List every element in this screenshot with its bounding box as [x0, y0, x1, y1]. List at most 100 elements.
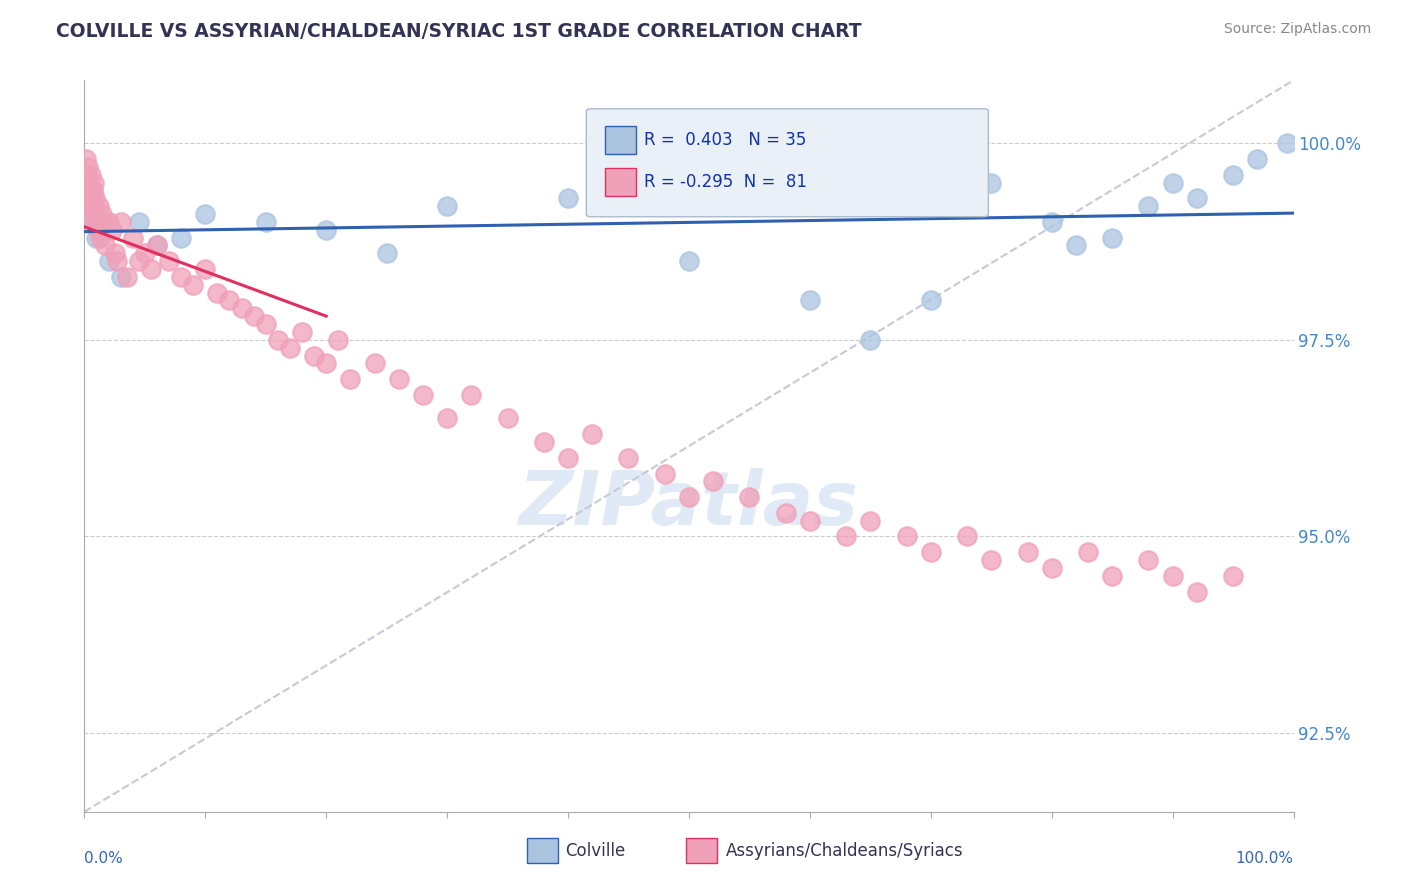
Point — [460, 388, 482, 402]
Point — [557, 191, 579, 205]
Point — [799, 293, 821, 308]
Point — [82, 183, 104, 197]
Point — [315, 223, 337, 237]
Point — [1101, 230, 1123, 244]
Point — [291, 325, 314, 339]
Point — [654, 467, 676, 481]
Point — [496, 411, 519, 425]
Point — [89, 230, 111, 244]
Point — [101, 223, 124, 237]
Point — [1246, 152, 1268, 166]
Point — [80, 207, 103, 221]
Point — [77, 191, 100, 205]
Point — [1161, 568, 1184, 582]
Point — [231, 301, 253, 316]
Text: ZIPatlas: ZIPatlas — [519, 468, 859, 541]
Point — [835, 529, 858, 543]
Point — [678, 254, 700, 268]
Point — [920, 293, 942, 308]
Point — [80, 191, 103, 205]
Point — [1222, 568, 1244, 582]
Point — [146, 238, 169, 252]
Point — [702, 475, 724, 489]
Point — [436, 411, 458, 425]
Point — [194, 262, 217, 277]
Point — [1185, 191, 1208, 205]
Point — [1040, 561, 1063, 575]
Point — [436, 199, 458, 213]
Point — [363, 356, 385, 370]
Point — [1185, 584, 1208, 599]
Point — [799, 514, 821, 528]
Point — [242, 310, 264, 324]
Point — [956, 529, 979, 543]
Point — [97, 215, 120, 229]
Point — [267, 333, 290, 347]
Point — [105, 254, 128, 268]
Text: 0.0%: 0.0% — [84, 851, 124, 865]
Point — [581, 427, 603, 442]
Point — [82, 207, 104, 221]
Point — [84, 191, 107, 205]
Point — [218, 293, 240, 308]
Point — [83, 176, 105, 190]
Point — [533, 435, 555, 450]
Point — [91, 207, 114, 221]
Point — [104, 246, 127, 260]
Point — [920, 545, 942, 559]
Text: R = -0.295  N =  81: R = -0.295 N = 81 — [644, 173, 807, 191]
Point — [86, 215, 108, 229]
Point — [83, 199, 105, 213]
Point — [77, 176, 100, 190]
Text: 100.0%: 100.0% — [1236, 851, 1294, 865]
Point — [1077, 545, 1099, 559]
Point — [75, 176, 97, 190]
Point — [557, 450, 579, 465]
Point — [128, 215, 150, 229]
Point — [79, 183, 101, 197]
Point — [121, 230, 143, 244]
Point — [278, 341, 301, 355]
Point — [79, 199, 101, 213]
Point — [254, 317, 277, 331]
Point — [617, 450, 640, 465]
Text: Colville: Colville — [565, 842, 626, 860]
Point — [79, 191, 101, 205]
Point — [97, 254, 120, 268]
Point — [1277, 136, 1299, 151]
Point — [128, 254, 150, 268]
Point — [80, 168, 103, 182]
Point — [1161, 176, 1184, 190]
Point — [980, 176, 1002, 190]
Point — [110, 269, 132, 284]
Point — [82, 183, 104, 197]
Point — [1137, 553, 1160, 567]
Point — [75, 152, 97, 166]
Point — [1222, 168, 1244, 182]
Point — [77, 199, 100, 213]
Point — [412, 388, 434, 402]
Point — [170, 230, 193, 244]
Point — [115, 269, 138, 284]
Text: COLVILLE VS ASSYRIAN/CHALDEAN/SYRIAC 1ST GRADE CORRELATION CHART: COLVILLE VS ASSYRIAN/CHALDEAN/SYRIAC 1ST… — [56, 22, 862, 41]
Point — [896, 529, 918, 543]
Point — [77, 215, 100, 229]
Point — [315, 356, 337, 370]
Point — [1137, 199, 1160, 213]
Point — [980, 553, 1002, 567]
Point — [1040, 215, 1063, 229]
Point — [157, 254, 180, 268]
Point — [84, 207, 107, 221]
Point — [181, 277, 204, 292]
Point — [1101, 568, 1123, 582]
Point — [339, 372, 361, 386]
Point — [328, 333, 350, 347]
Point — [76, 183, 98, 197]
Point — [1017, 545, 1039, 559]
Point — [134, 246, 156, 260]
Point — [859, 333, 882, 347]
Point — [194, 207, 217, 221]
Point — [302, 349, 325, 363]
Text: R =  0.403   N = 35: R = 0.403 N = 35 — [644, 131, 806, 149]
Point — [76, 168, 98, 182]
